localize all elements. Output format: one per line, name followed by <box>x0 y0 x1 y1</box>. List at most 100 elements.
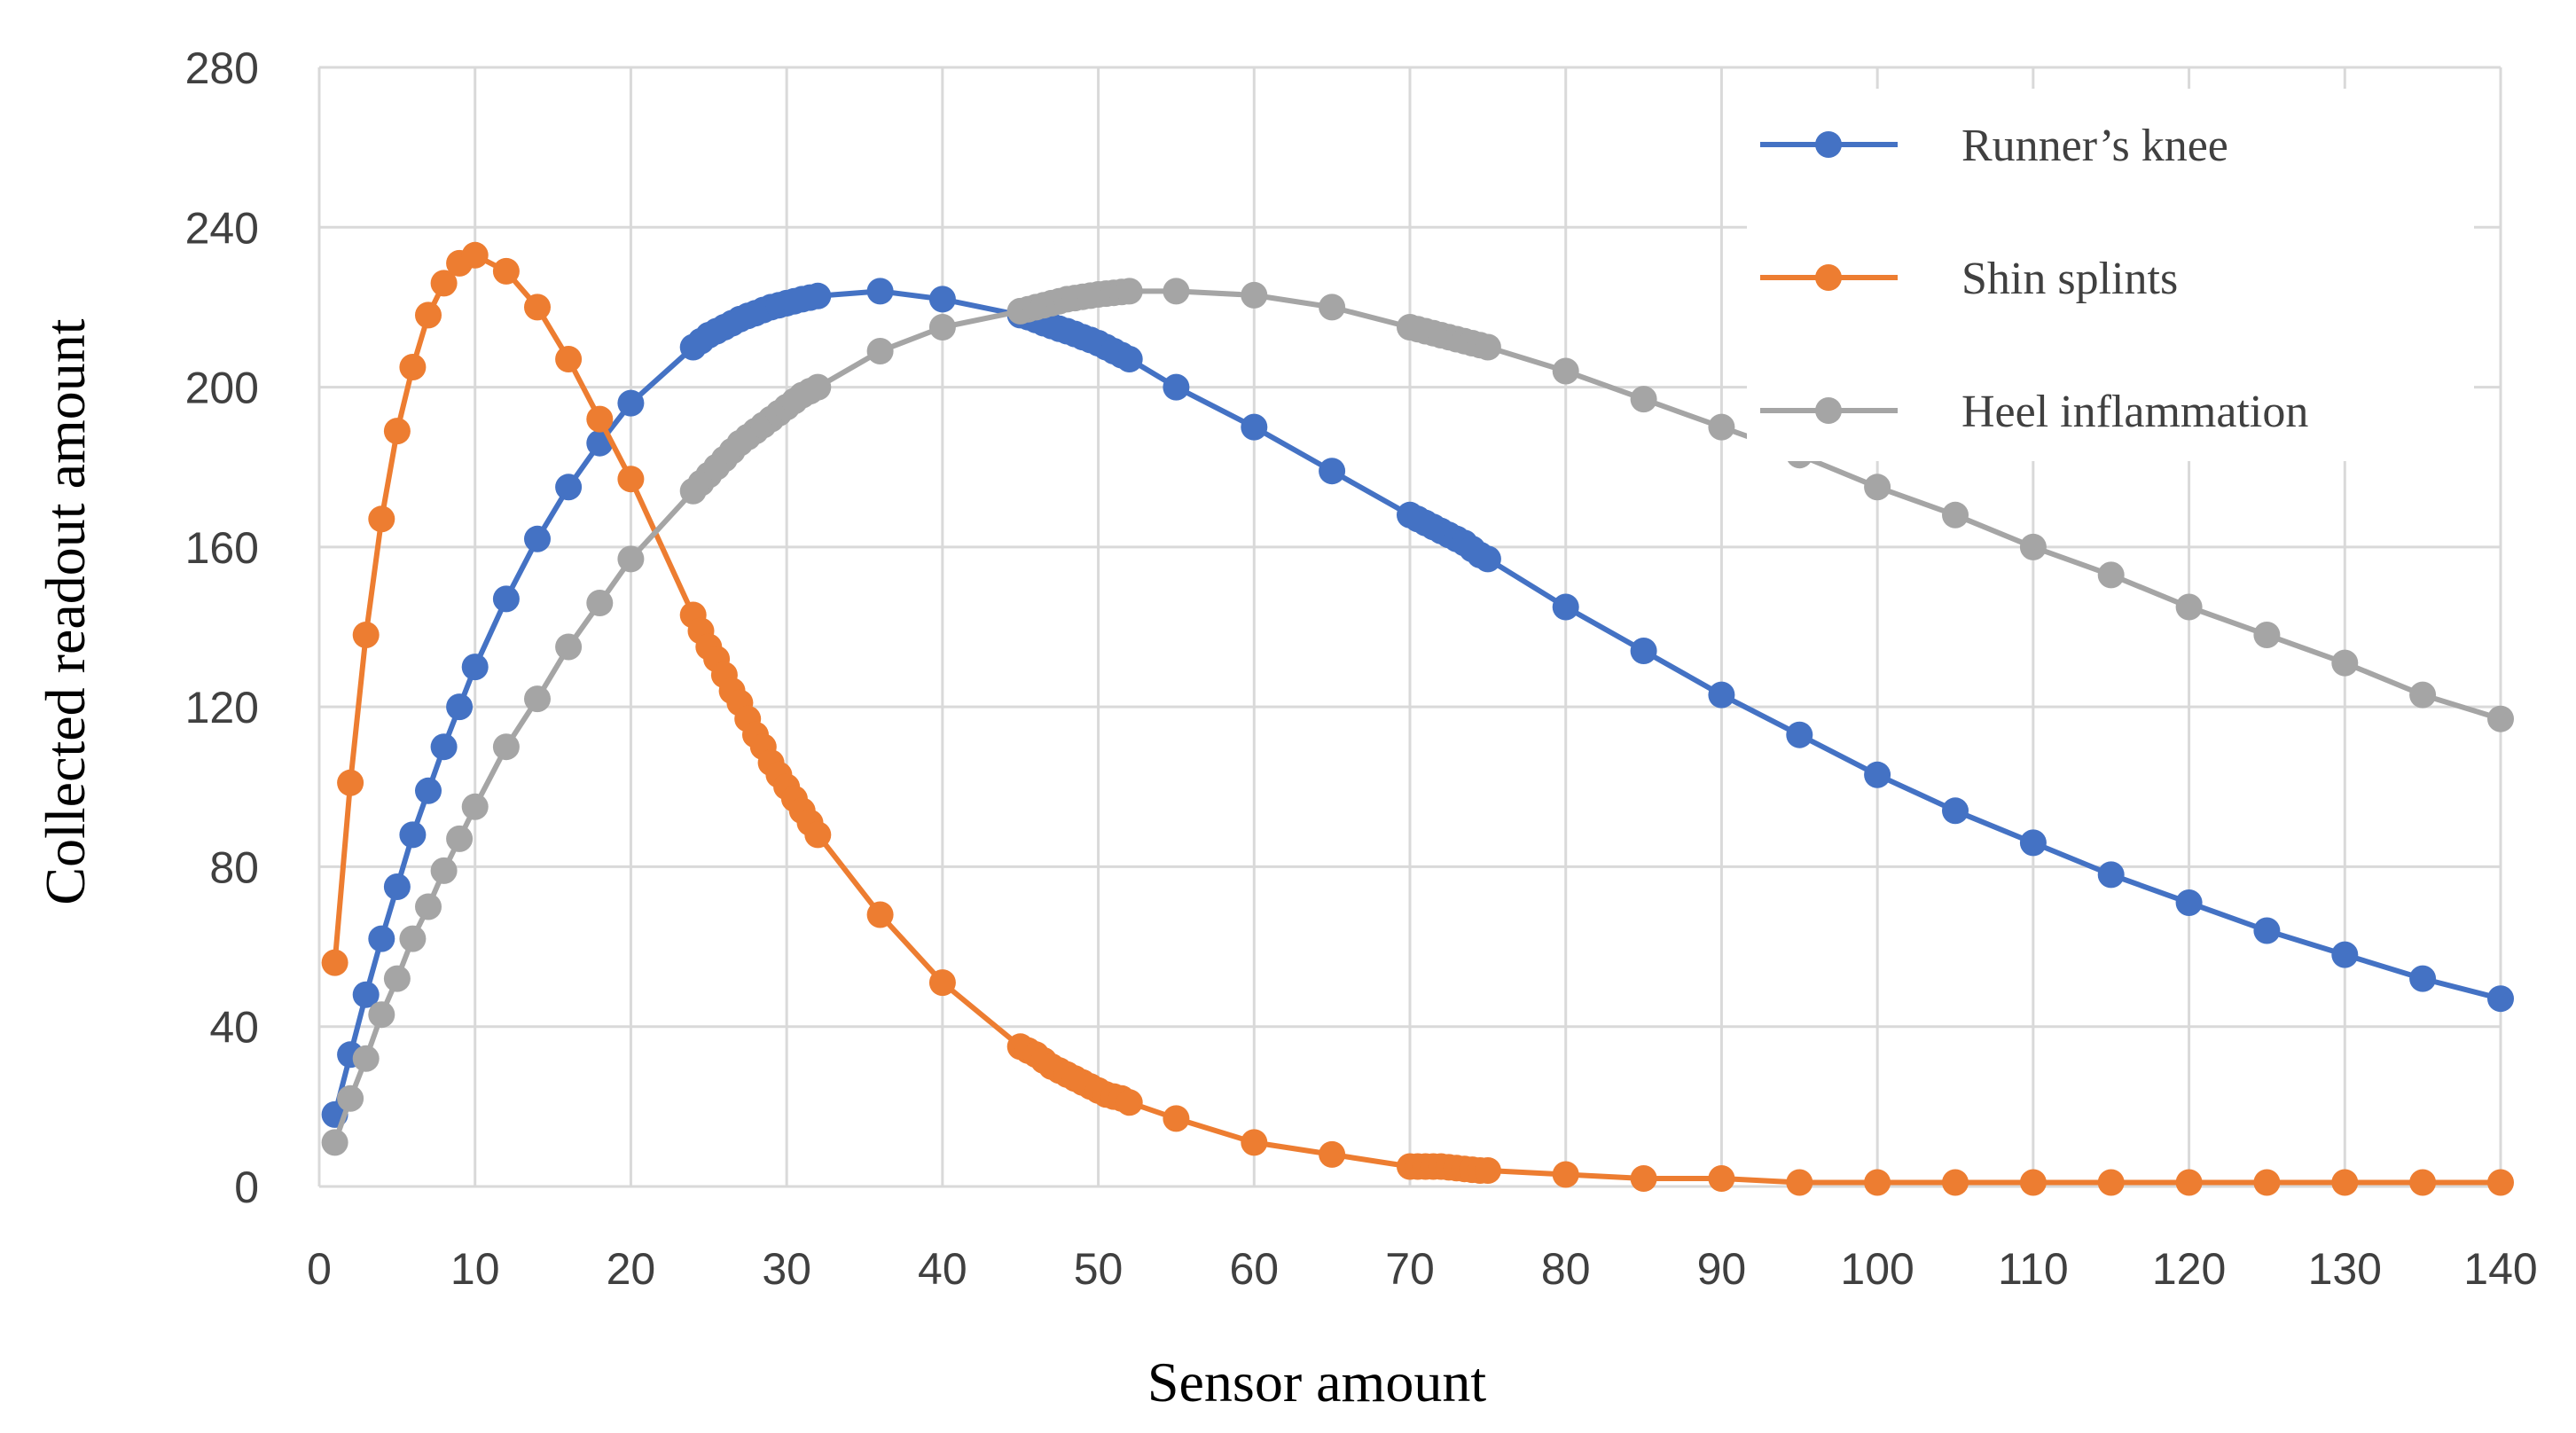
x-tick-label: 40 <box>918 1244 967 1294</box>
x-tick-label: 130 <box>2308 1244 2382 1294</box>
data-point <box>804 821 832 849</box>
data-point <box>399 821 427 849</box>
data-point <box>1241 413 1268 441</box>
data-point <box>368 505 395 533</box>
data-point <box>1552 593 1579 621</box>
x-tick-label: 10 <box>450 1244 500 1294</box>
legend-item: Runner’s knee <box>1760 121 2228 171</box>
data-point <box>1708 681 1735 709</box>
data-point <box>2175 1169 2203 1196</box>
legend-label: Heel inflammation <box>1961 387 2308 437</box>
y-tick-label: 200 <box>185 364 259 413</box>
data-point <box>1163 1105 1190 1132</box>
x-tick-label: 90 <box>1697 1244 1747 1294</box>
data-point <box>1474 333 1501 361</box>
data-point <box>368 1001 395 1029</box>
legend-label: Shin splints <box>1961 254 2178 304</box>
series-1 <box>321 278 2514 1128</box>
data-point <box>2253 622 2281 648</box>
data-point <box>1942 501 1969 529</box>
data-point <box>415 777 442 804</box>
series-2 <box>321 241 2514 1196</box>
data-point <box>1630 386 1657 413</box>
data-point <box>1474 545 1501 573</box>
data-point <box>1630 638 1657 664</box>
legend-item: Heel inflammation <box>1760 387 2308 437</box>
data-point <box>337 769 364 796</box>
legend-swatch-marker <box>1815 397 1842 424</box>
data-point <box>804 373 832 401</box>
data-point <box>461 241 489 269</box>
data-point <box>555 474 583 501</box>
data-point <box>1864 1169 1891 1196</box>
data-point <box>1319 1140 1346 1168</box>
data-point <box>2409 1169 2437 1196</box>
x-tick-label: 110 <box>1998 1244 2069 1294</box>
data-point <box>446 693 474 721</box>
data-point <box>928 286 956 313</box>
data-point <box>2019 829 2047 857</box>
data-point <box>321 949 348 976</box>
data-point <box>383 965 411 992</box>
y-axis-ticks: 0 40 80 120 160 200 240 280 <box>185 43 259 1212</box>
x-tick-label: 0 <box>307 1244 332 1294</box>
data-point <box>1552 357 1579 385</box>
x-tick-label: 100 <box>1840 1244 1914 1294</box>
data-point <box>2409 965 2437 992</box>
legend-swatch-marker <box>1815 131 1842 158</box>
data-point <box>446 825 474 852</box>
data-point <box>928 314 956 341</box>
data-point <box>1163 373 1190 401</box>
data-point <box>617 545 645 573</box>
gridlines <box>317 66 2502 1188</box>
x-tick-label: 30 <box>762 1244 811 1294</box>
data-point <box>1241 1129 1268 1156</box>
data-point <box>1116 278 1143 305</box>
data-point <box>2253 917 2281 944</box>
data-point <box>524 294 551 321</box>
data-point <box>2019 1169 2047 1196</box>
y-tick-label: 80 <box>209 842 259 892</box>
data-point <box>1116 1089 1143 1116</box>
data-point <box>1708 413 1735 441</box>
data-point <box>2097 1169 2125 1196</box>
data-point <box>1163 278 1190 305</box>
legend-swatch-marker <box>1815 264 1842 291</box>
legend: Runner’s knee Shin splints Heel inflammati… <box>1747 89 2474 461</box>
data-point <box>617 466 645 493</box>
data-point <box>2487 985 2514 1013</box>
data-point <box>492 733 520 761</box>
data-point <box>2175 593 2203 621</box>
data-point <box>866 338 894 364</box>
y-tick-label: 0 <box>234 1163 259 1212</box>
data-point <box>866 901 894 928</box>
y-tick-label: 40 <box>209 1003 259 1053</box>
x-tick-label: 50 <box>1074 1244 1124 1294</box>
legend-label: Runner’s knee <box>1961 121 2228 171</box>
data-point <box>2175 889 2203 916</box>
data-point <box>586 590 614 616</box>
data-point <box>1552 1161 1579 1188</box>
data-point <box>1474 1157 1501 1184</box>
data-point <box>1942 1169 1969 1196</box>
data-point <box>415 893 442 920</box>
data-point <box>2019 533 2047 560</box>
data-point <box>617 389 645 417</box>
data-point <box>383 418 411 445</box>
data-point <box>2097 561 2125 589</box>
data-point <box>368 925 395 952</box>
data-point <box>1708 1165 1735 1192</box>
y-axis-title: Collected readout amount <box>34 318 97 904</box>
data-point <box>461 654 489 681</box>
data-point <box>524 525 551 552</box>
x-tick-label: 80 <box>1541 1244 1591 1294</box>
data-point <box>352 981 380 1008</box>
data-point <box>928 969 956 997</box>
y-tick-label: 240 <box>185 203 259 253</box>
data-point <box>430 733 458 761</box>
data-point <box>415 301 442 329</box>
x-axis-ticks: 0 10 20 30 40 50 60 70 80 90 100 110 120 130 140 <box>307 1244 2538 1294</box>
data-point <box>586 405 614 433</box>
